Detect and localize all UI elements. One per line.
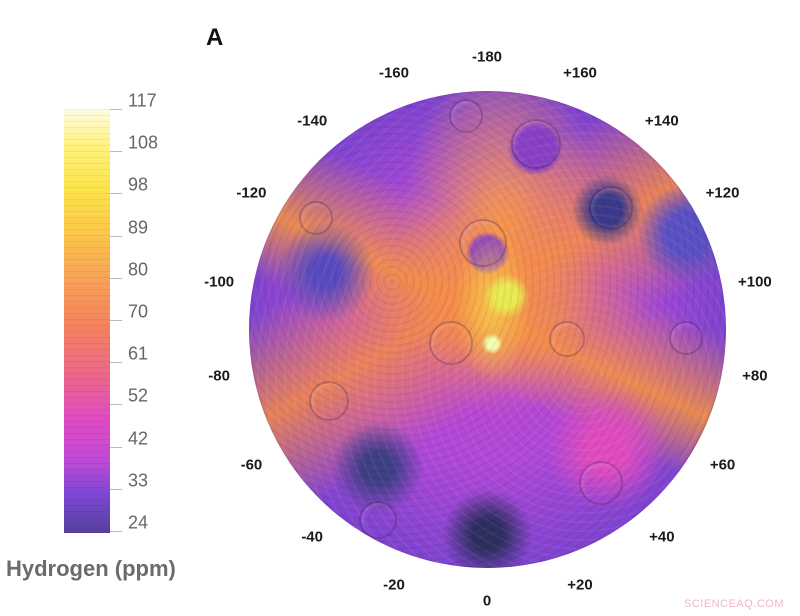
longitude-label: +20 [567, 576, 593, 594]
longitude-label: -180 [471, 48, 503, 66]
longitude-label: -120 [236, 184, 267, 202]
longitude-label: -40 [301, 528, 323, 546]
crater [429, 321, 473, 365]
colorbar-tick-mark [110, 320, 122, 321]
crater [669, 321, 703, 355]
colorbar-tick-label: 108 [128, 132, 159, 153]
crater [511, 119, 561, 169]
crater [459, 219, 507, 267]
longitude-label: +80 [742, 367, 768, 385]
colorbar-tick-mark [110, 277, 122, 279]
longitude-label: -60 [240, 456, 263, 474]
panel-label: A [206, 24, 224, 51]
colorbar-tick-label: 42 [128, 428, 149, 449]
colorbar [64, 109, 110, 533]
crater [359, 501, 397, 539]
colorbar-tick-mark [110, 531, 122, 532]
longitude-label: +40 [649, 528, 675, 546]
crater [589, 186, 633, 230]
crater [299, 201, 333, 235]
longitude-label: 0 [482, 592, 492, 610]
colorbar-title: Hydrogen (ppm) [6, 556, 176, 581]
longitude-label: -100 [204, 273, 235, 291]
colorbar-tick-label: 52 [128, 385, 149, 406]
colorbar-tick-mark [110, 109, 122, 110]
colorbar-tick-label: 89 [128, 217, 149, 238]
colorbar-tick-mark [110, 446, 122, 448]
longitude-label: +120 [705, 184, 740, 202]
longitude-label: -20 [383, 576, 405, 594]
colorbar-tick-label: 33 [128, 470, 149, 491]
longitude-label: +160 [563, 64, 597, 82]
colorbar-tick-label: 98 [128, 174, 149, 195]
colorbar-tick-label: 61 [128, 343, 149, 364]
hydrogen-polar-map [249, 91, 726, 568]
colorbar-tick-label: 117 [128, 90, 157, 111]
map-texture [249, 91, 726, 568]
colorbar-tick-label: 24 [128, 512, 149, 533]
crater [549, 321, 585, 357]
longitude-label: +60 [709, 456, 736, 474]
watermark: SCIENCEAQ.COM [683, 598, 784, 610]
colorbar-tick-mark [110, 193, 122, 195]
crater [579, 461, 623, 505]
colorbar-tick-label: 80 [128, 259, 149, 280]
longitude-label: -140 [297, 112, 328, 130]
colorbar-tick-mark [110, 151, 122, 153]
colorbar-tick-label: 70 [128, 301, 149, 322]
colorbar-tick-mark [110, 488, 122, 490]
longitude-label: -80 [208, 367, 230, 385]
colorbar-tick-mark [110, 362, 122, 364]
colorbar-tick-mark [110, 404, 122, 406]
longitude-label: +140 [644, 112, 679, 130]
longitude-label: -160 [378, 64, 409, 82]
colorbar-tick-mark [110, 235, 122, 237]
crater [449, 99, 483, 133]
crater [309, 381, 349, 421]
longitude-label: +100 [737, 273, 772, 291]
